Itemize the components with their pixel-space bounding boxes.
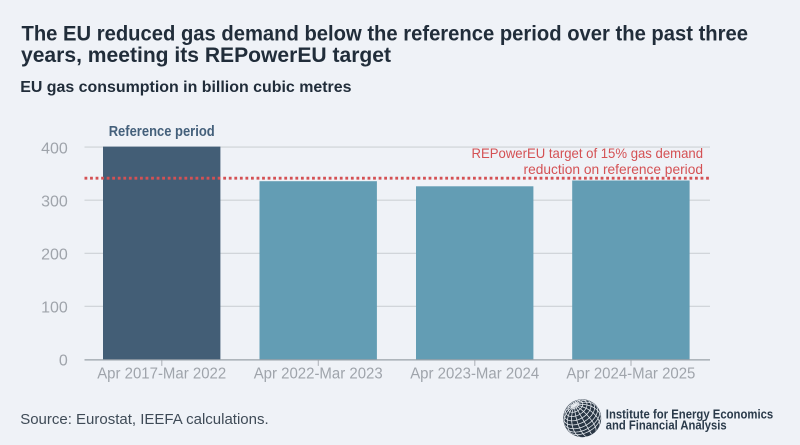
svg-text:Apr 2017-Mar 2022: Apr 2017-Mar 2022 (97, 365, 226, 382)
svg-text:400: 400 (41, 140, 68, 157)
svg-text:Apr 2022-Mar 2023: Apr 2022-Mar 2023 (254, 365, 383, 382)
svg-text:Reference period: Reference period (109, 124, 215, 140)
svg-text:Apr 2023-Mar 2024: Apr 2023-Mar 2024 (410, 365, 539, 382)
svg-text:100: 100 (41, 300, 68, 317)
svg-text:300: 300 (41, 194, 68, 211)
svg-text:reduction on reference period: reduction on reference period (524, 162, 704, 177)
svg-text:Apr 2024-Mar 2025: Apr 2024-Mar 2025 (566, 365, 695, 382)
svg-text:Source: Eurostat, IEEFA calcul: Source: Eurostat, IEEFA calculations. (20, 411, 268, 428)
svg-text:REPowerEU target of 15% gas de: REPowerEU target of 15% gas demand (472, 146, 704, 161)
svg-text:200: 200 (41, 247, 68, 264)
svg-text:0: 0 (59, 353, 68, 370)
svg-text:The EU reduced gas demand belo: The EU reduced gas demand below the refe… (22, 23, 749, 46)
svg-text:EU gas consumption in billion: EU gas consumption in billion cubic metr… (20, 79, 351, 96)
svg-text:years, meeting its REPowerEU t: years, meeting its REPowerEU target (21, 44, 391, 67)
svg-text:and Financial Analysis: and Financial Analysis (606, 417, 727, 432)
svg-text:Institute for Energy Economics: Institute for Energy Economics (606, 407, 773, 422)
